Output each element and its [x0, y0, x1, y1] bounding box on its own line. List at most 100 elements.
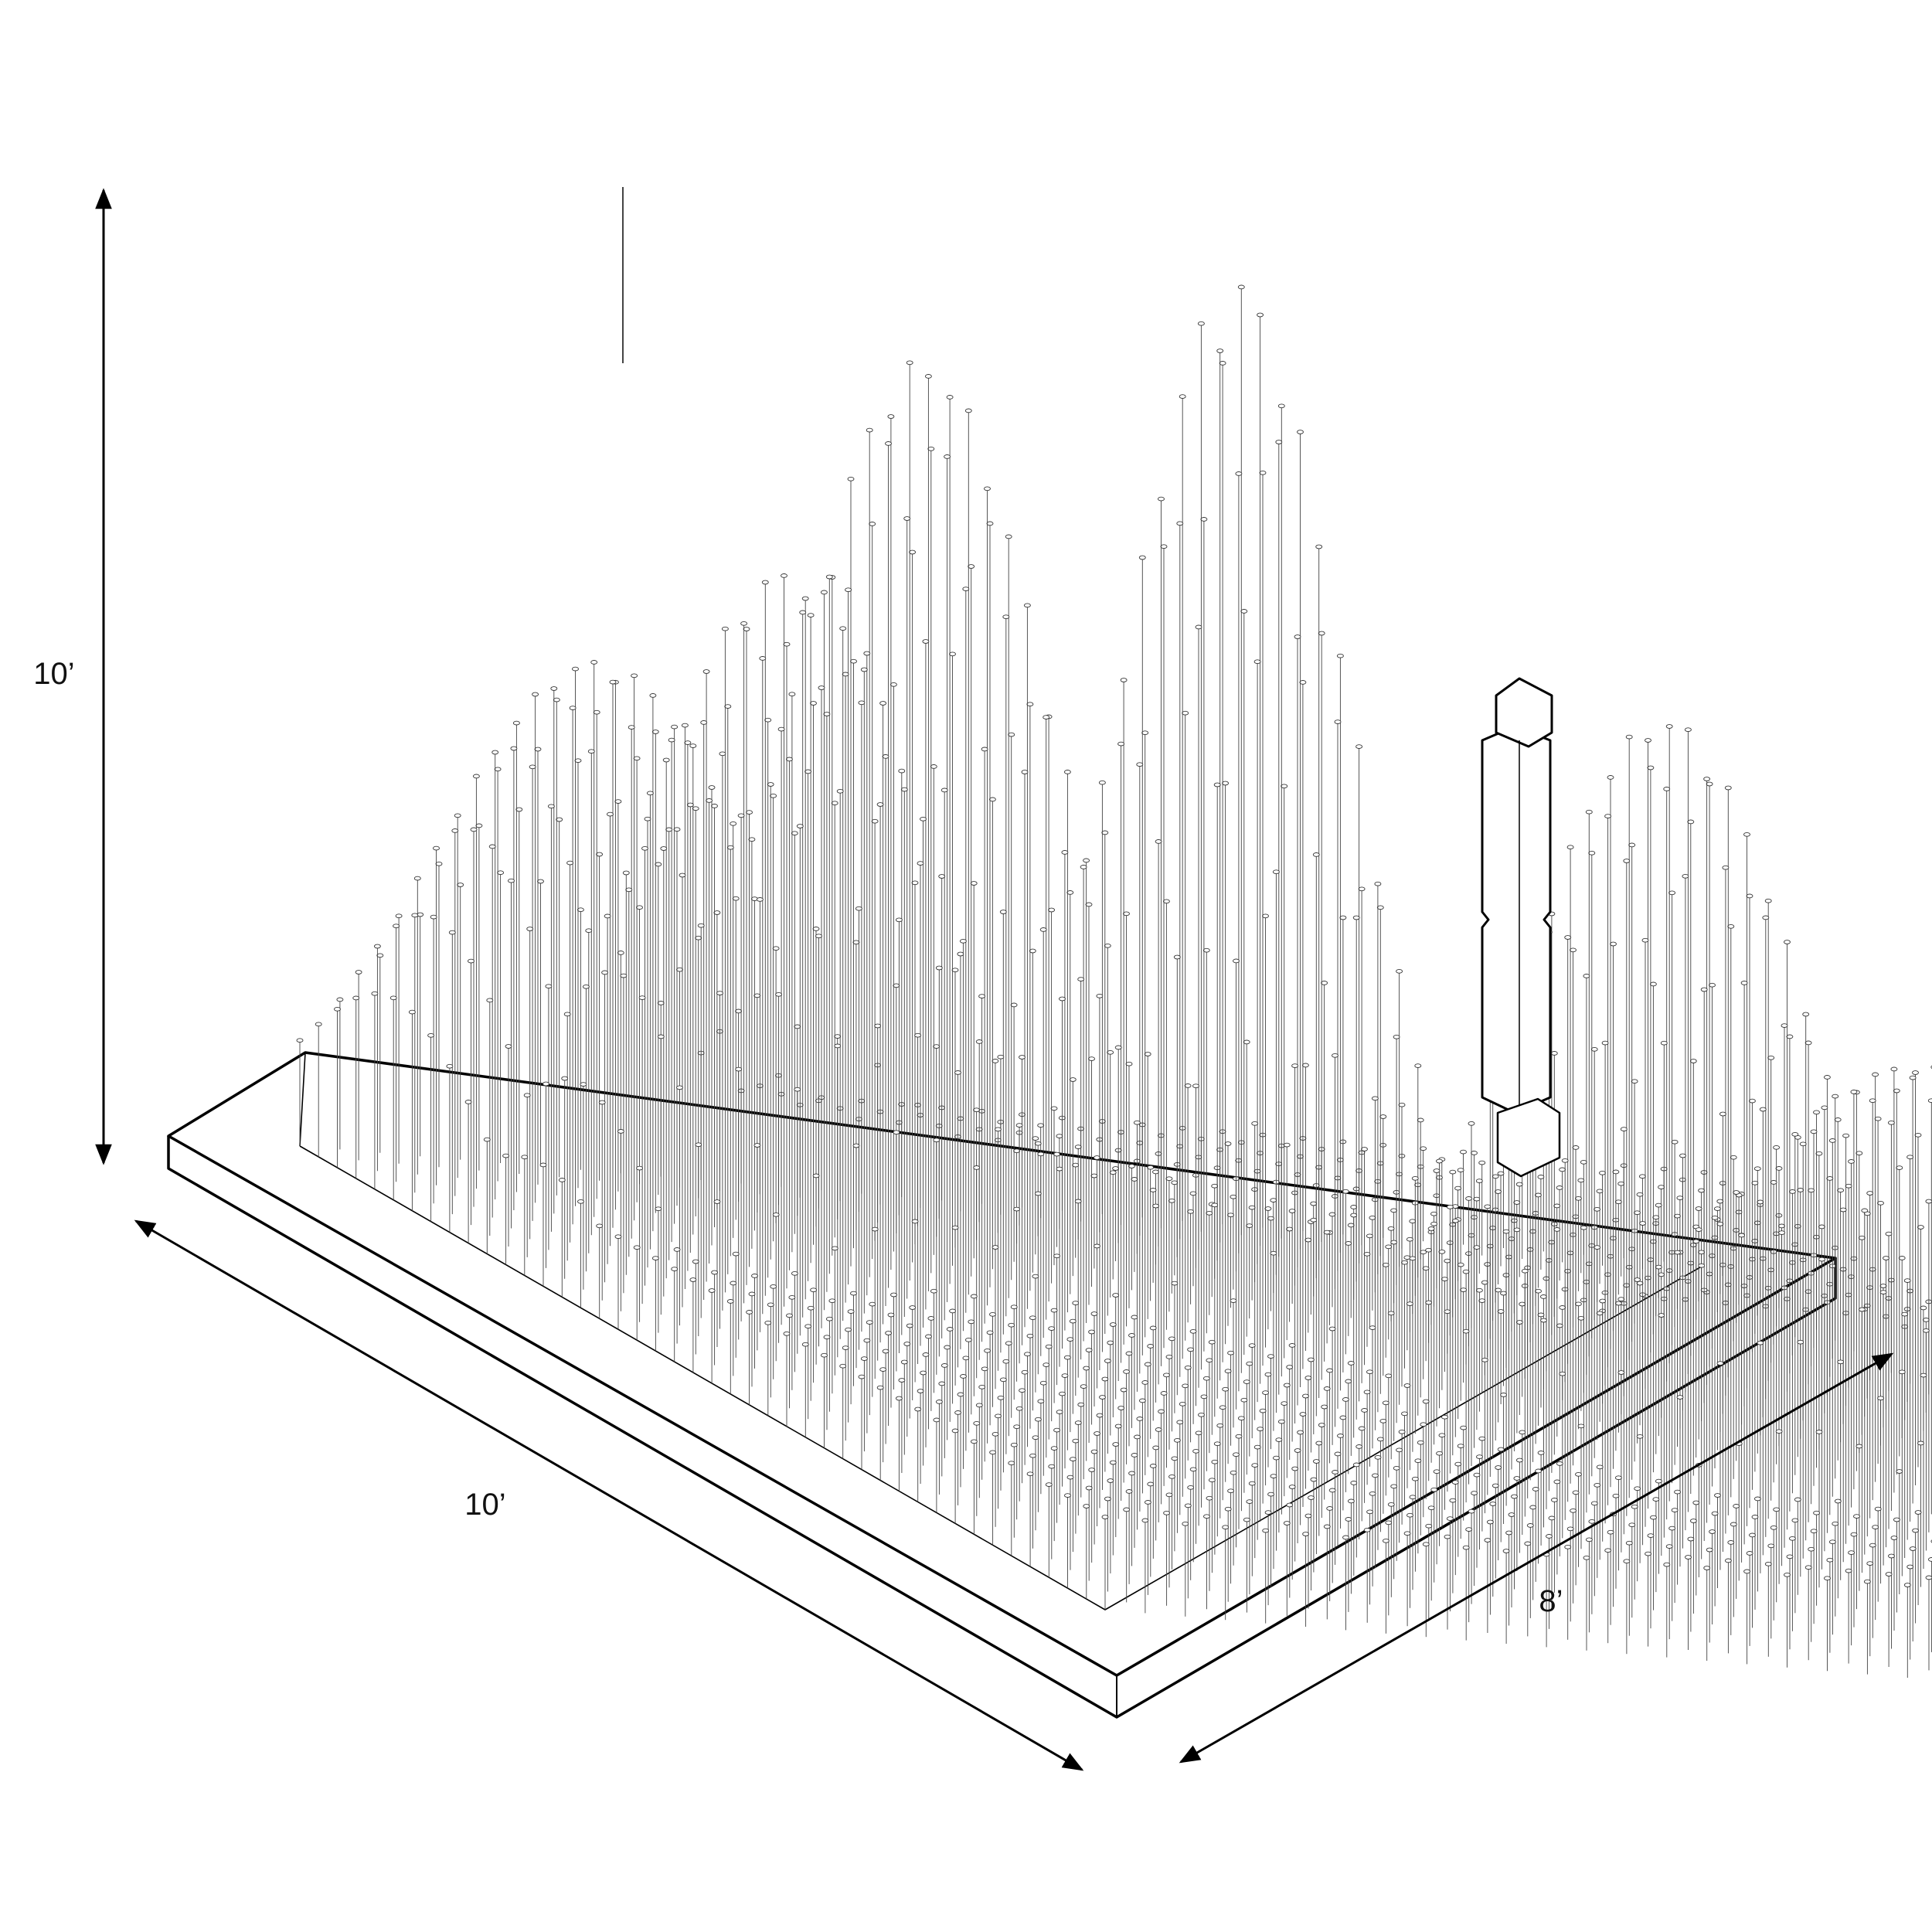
- rod-cap: [1689, 1519, 1697, 1523]
- rod-cap: [1559, 1305, 1566, 1310]
- rod-cap: [1406, 1512, 1413, 1518]
- rod-cap: [989, 1450, 997, 1455]
- rod-cap: [315, 1022, 322, 1027]
- rod-cap: [1045, 1344, 1053, 1349]
- rod-cap: [981, 1366, 988, 1372]
- rod-cap: [1420, 1250, 1427, 1255]
- rod-cap: [1195, 1430, 1202, 1436]
- rod-cap: [413, 876, 421, 881]
- rod-cap: [1869, 1543, 1876, 1548]
- rod-cap: [1834, 1117, 1842, 1122]
- rod-cap: [1425, 1300, 1433, 1305]
- rod-cap: [1692, 1500, 1700, 1505]
- rod-cap: [1310, 1217, 1318, 1223]
- rod-cap: [1152, 1445, 1160, 1451]
- rod-cap: [1366, 1369, 1373, 1375]
- rod-cap: [1382, 1400, 1389, 1406]
- rod-cap: [1323, 1230, 1331, 1235]
- rod-cap: [1336, 653, 1344, 658]
- rod-cap: [893, 1130, 900, 1135]
- rod-cap: [960, 1374, 967, 1379]
- rod-cap: [732, 1251, 740, 1257]
- rod-cap: [464, 1100, 472, 1104]
- rod-cap: [1631, 1079, 1638, 1084]
- rod-cap: [978, 1384, 986, 1389]
- rod-cap: [1492, 1174, 1499, 1179]
- rod-cap: [951, 1225, 959, 1230]
- rod-cap: [1539, 1294, 1547, 1299]
- rod-cap: [1385, 1520, 1393, 1526]
- rod-cap: [1810, 1529, 1818, 1534]
- rod-cap: [863, 1338, 871, 1343]
- rod-cap: [1631, 1504, 1638, 1509]
- rod-cap: [505, 1044, 512, 1049]
- rod-cap: [973, 1420, 981, 1426]
- rod-cap: [1361, 1408, 1369, 1413]
- rod-cap: [651, 730, 659, 734]
- rod-cap: [930, 764, 937, 769]
- rod-cap: [1757, 1199, 1764, 1205]
- rod-cap: [914, 1032, 922, 1038]
- rod-cap: [1577, 1178, 1585, 1183]
- rod-cap: [895, 1396, 903, 1401]
- rod-cap: [472, 774, 480, 779]
- rod-cap: [995, 1413, 1002, 1419]
- rod-cap: [1604, 1548, 1612, 1553]
- rod-cap: [553, 697, 560, 702]
- rod-cap: [655, 862, 662, 867]
- rod-cap: [924, 374, 932, 379]
- rod-cap: [1206, 1495, 1213, 1501]
- rod-cap: [799, 610, 807, 615]
- rod-cap: [1786, 1034, 1794, 1039]
- rod-cap: [1436, 1158, 1443, 1164]
- rod-cap: [1468, 1509, 1475, 1514]
- rod-cap: [371, 991, 379, 996]
- rod-cap: [1104, 1359, 1111, 1363]
- rod-cap: [957, 951, 964, 957]
- rod-cap: [1863, 1579, 1871, 1584]
- rod-cap: [845, 1327, 852, 1332]
- rod-cap: [957, 1392, 964, 1397]
- rod-cap: [1577, 1423, 1585, 1429]
- rod-cap: [1310, 1477, 1318, 1482]
- rod-cap: [770, 793, 777, 798]
- rod-cap: [1441, 1414, 1448, 1420]
- rod-cap: [1484, 1204, 1492, 1209]
- rod-cap: [700, 720, 708, 725]
- rod-cap: [614, 1234, 622, 1240]
- rod-cap: [1345, 1517, 1352, 1522]
- rod-cap: [1773, 1145, 1781, 1150]
- rod-cap: [1451, 1480, 1459, 1485]
- rod-cap: [1716, 1361, 1724, 1366]
- rod-cap: [1475, 1179, 1483, 1183]
- rod-cap: [876, 1385, 884, 1390]
- rod-cap: [448, 930, 456, 935]
- rod-cap: [1550, 1498, 1558, 1502]
- rod-cap: [1414, 1063, 1422, 1068]
- rod-cap: [922, 1352, 930, 1357]
- rod-cap: [770, 1284, 777, 1289]
- rod-cap: [783, 1331, 791, 1336]
- rod-cap: [850, 658, 857, 664]
- rod-cap: [1909, 1546, 1917, 1551]
- rod-cap: [1438, 1249, 1446, 1254]
- rod-cap: [1596, 1311, 1604, 1316]
- rod-cap: [1559, 1167, 1566, 1172]
- rod-cap: [1612, 1169, 1620, 1175]
- rod-cap: [1508, 1512, 1515, 1517]
- rod-cap: [920, 1370, 927, 1376]
- rod-cap: [1775, 1166, 1783, 1171]
- rod-cap: [1112, 1293, 1120, 1298]
- rod-cap: [1815, 1151, 1823, 1156]
- rod-cap: [801, 596, 809, 601]
- rod-cap: [1920, 1372, 1927, 1378]
- rod-cap: [726, 845, 734, 850]
- rod-cap: [1559, 1371, 1566, 1376]
- rod-cap: [1345, 1241, 1352, 1246]
- rod-cap: [1784, 1572, 1791, 1577]
- rod-cap: [1813, 1510, 1821, 1515]
- rod-cap: [1253, 659, 1261, 665]
- rod-cap: [1237, 284, 1245, 290]
- rod-cap: [1917, 1440, 1924, 1446]
- width-dimension: 8’: [1179, 1352, 1894, 1764]
